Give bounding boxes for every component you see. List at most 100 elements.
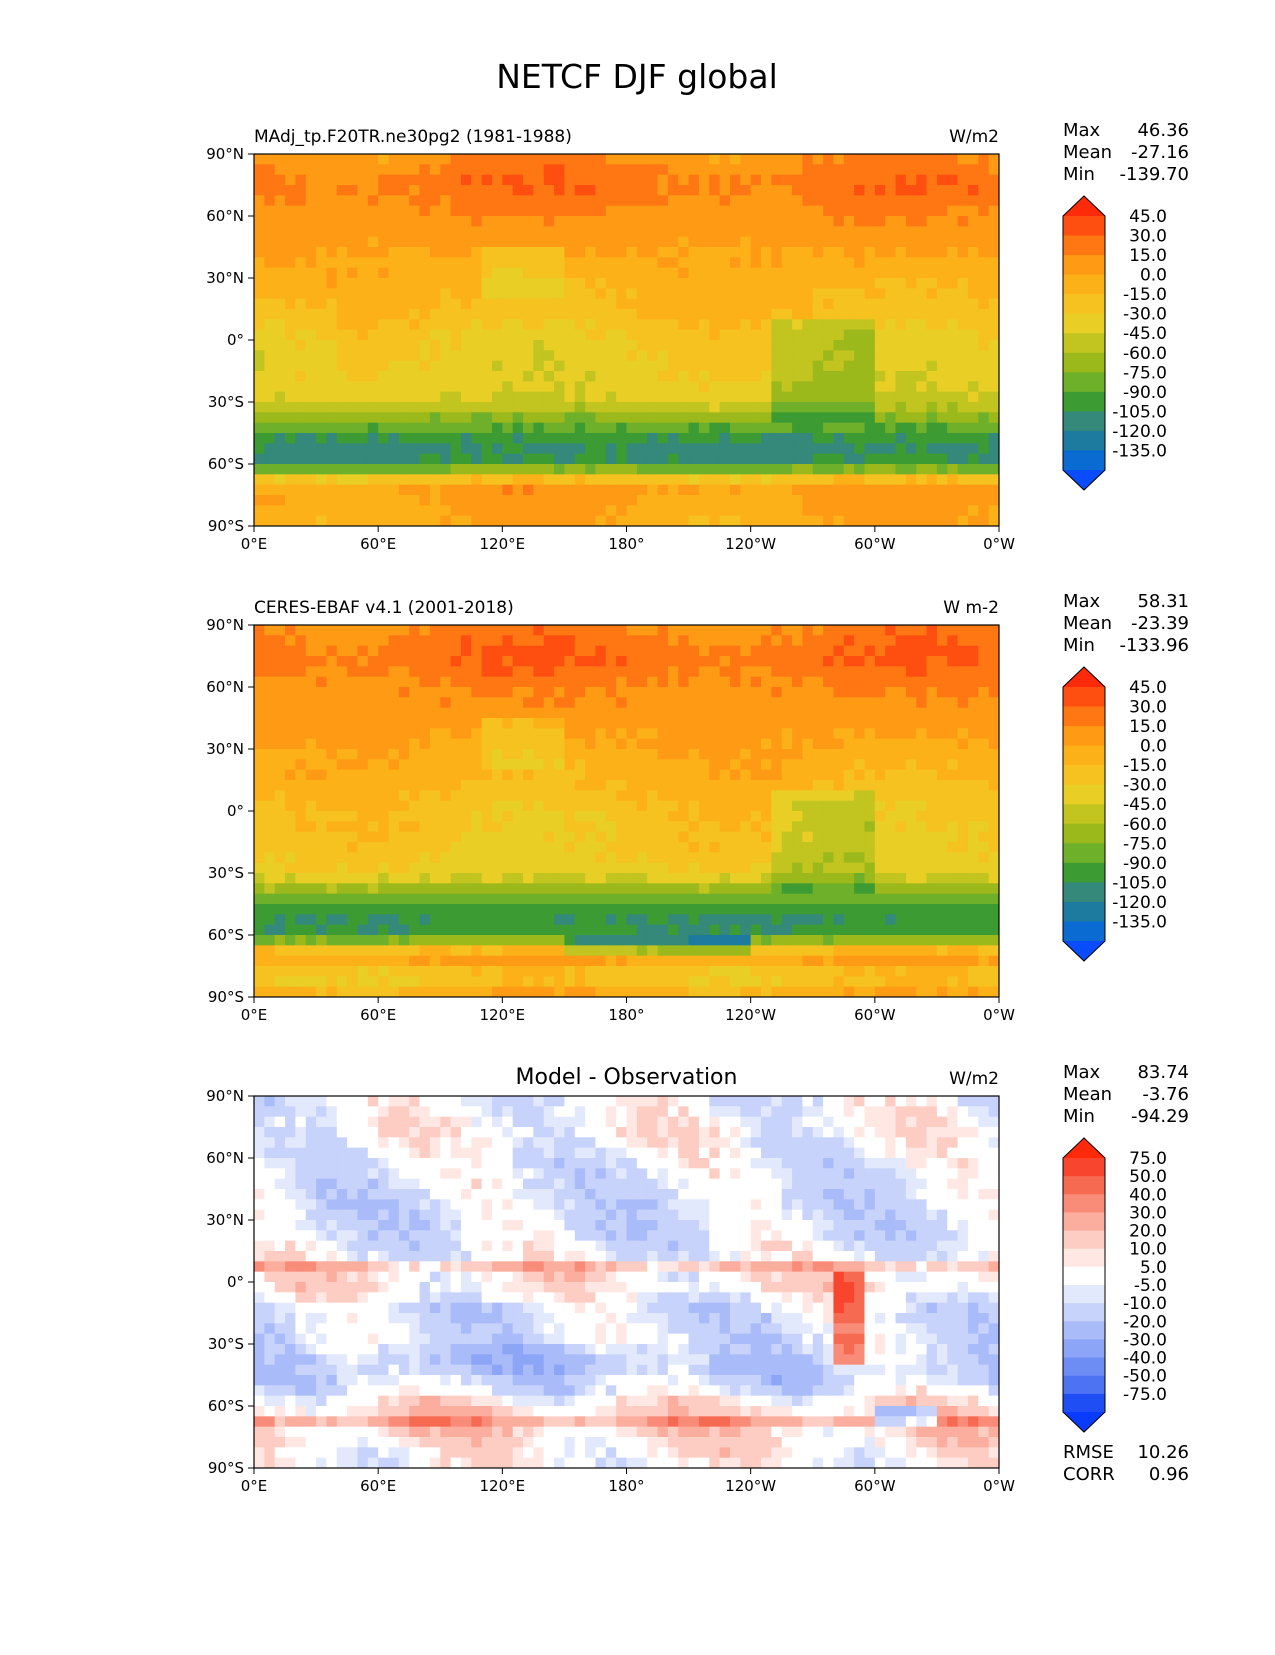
map-cell [668,195,679,206]
map-cell [430,206,441,217]
map-cell [833,495,844,506]
map-cell [730,185,741,196]
map-cell [782,656,793,667]
map-cell [916,247,927,258]
map-cell [875,185,886,196]
map-cell [896,842,907,853]
map-cell [678,340,689,351]
map-cell [833,739,844,750]
map-cell [782,770,793,781]
map-cell [554,873,565,884]
map-cell [864,195,875,206]
map-cell [989,495,1000,506]
map-cell [637,154,648,165]
map-cell [668,247,679,258]
map-cell [533,790,544,801]
map-cell [337,309,348,320]
map-cell [627,904,638,915]
map-cell [595,350,606,361]
map-cell [978,319,989,330]
map-cell [595,945,606,956]
map-cell [958,780,969,791]
map-cell [833,154,844,165]
map-cell [606,656,617,667]
map-cell [689,708,700,719]
map-cell [564,392,575,403]
map-cell [554,340,565,351]
map-cell [668,175,679,186]
map-cell [264,340,275,351]
map-cell [482,237,493,248]
map-cell [906,412,917,423]
map-cell [585,646,596,657]
map-cell [326,739,337,750]
map-cell [937,185,948,196]
map-cell [575,309,586,320]
map-cell [637,749,648,760]
map-cell [461,842,472,853]
map-cell [575,780,586,791]
map-cell [802,443,813,454]
map-cell [896,464,907,475]
map-cell [337,728,348,739]
map-cell [978,863,989,874]
map-cell [409,216,420,227]
map-cell [513,350,524,361]
map-cell [564,739,575,750]
map-cell [730,697,741,708]
map-cell [896,485,907,496]
map-cell [264,154,275,165]
map-cell [813,485,824,496]
map-cell [885,226,896,237]
map-cell [492,257,503,268]
map-cell [658,832,669,843]
map-cell [678,646,689,657]
map-cell [389,516,400,527]
map-cell [378,656,389,667]
map-cell [947,801,958,812]
map-cell [440,863,451,874]
map-cell [906,759,917,770]
map-cell [637,635,648,646]
map-cell [678,925,689,936]
map-cell [564,433,575,444]
map-cell [989,216,1000,227]
map-cell [295,340,306,351]
map-cell [896,288,907,299]
map-cell [606,516,617,527]
map-cell [440,433,451,444]
map-cell [420,381,431,392]
map-cell [740,625,751,636]
map-cell [730,945,741,956]
map-cell [492,852,503,863]
map-cell [761,454,772,465]
map-cell [378,164,389,175]
map-cell [968,770,979,781]
map-cell [461,770,472,781]
colorbar-tick-label: -60.0 [1123,344,1167,364]
map-cell [637,790,648,801]
map-cell [430,154,441,165]
map-cell [647,392,658,403]
map-cell [554,392,565,403]
map-cell [989,392,1000,403]
map-cell [316,749,327,760]
map-cell [585,935,596,946]
map-cell [471,237,482,248]
map-cell [513,904,524,915]
map-cell [275,154,286,165]
map-cell [885,516,896,527]
map-cell [844,759,855,770]
map-cell [947,495,958,506]
map-cell [606,485,617,496]
map-cell [451,350,462,361]
map-cell [430,474,441,485]
map-cell [306,247,317,258]
map-cell [782,175,793,186]
map-cell [668,392,679,403]
map-cell [761,247,772,258]
map-cell [585,718,596,729]
map-cell [927,780,938,791]
map-cell [947,474,958,485]
map-cell [751,708,762,719]
